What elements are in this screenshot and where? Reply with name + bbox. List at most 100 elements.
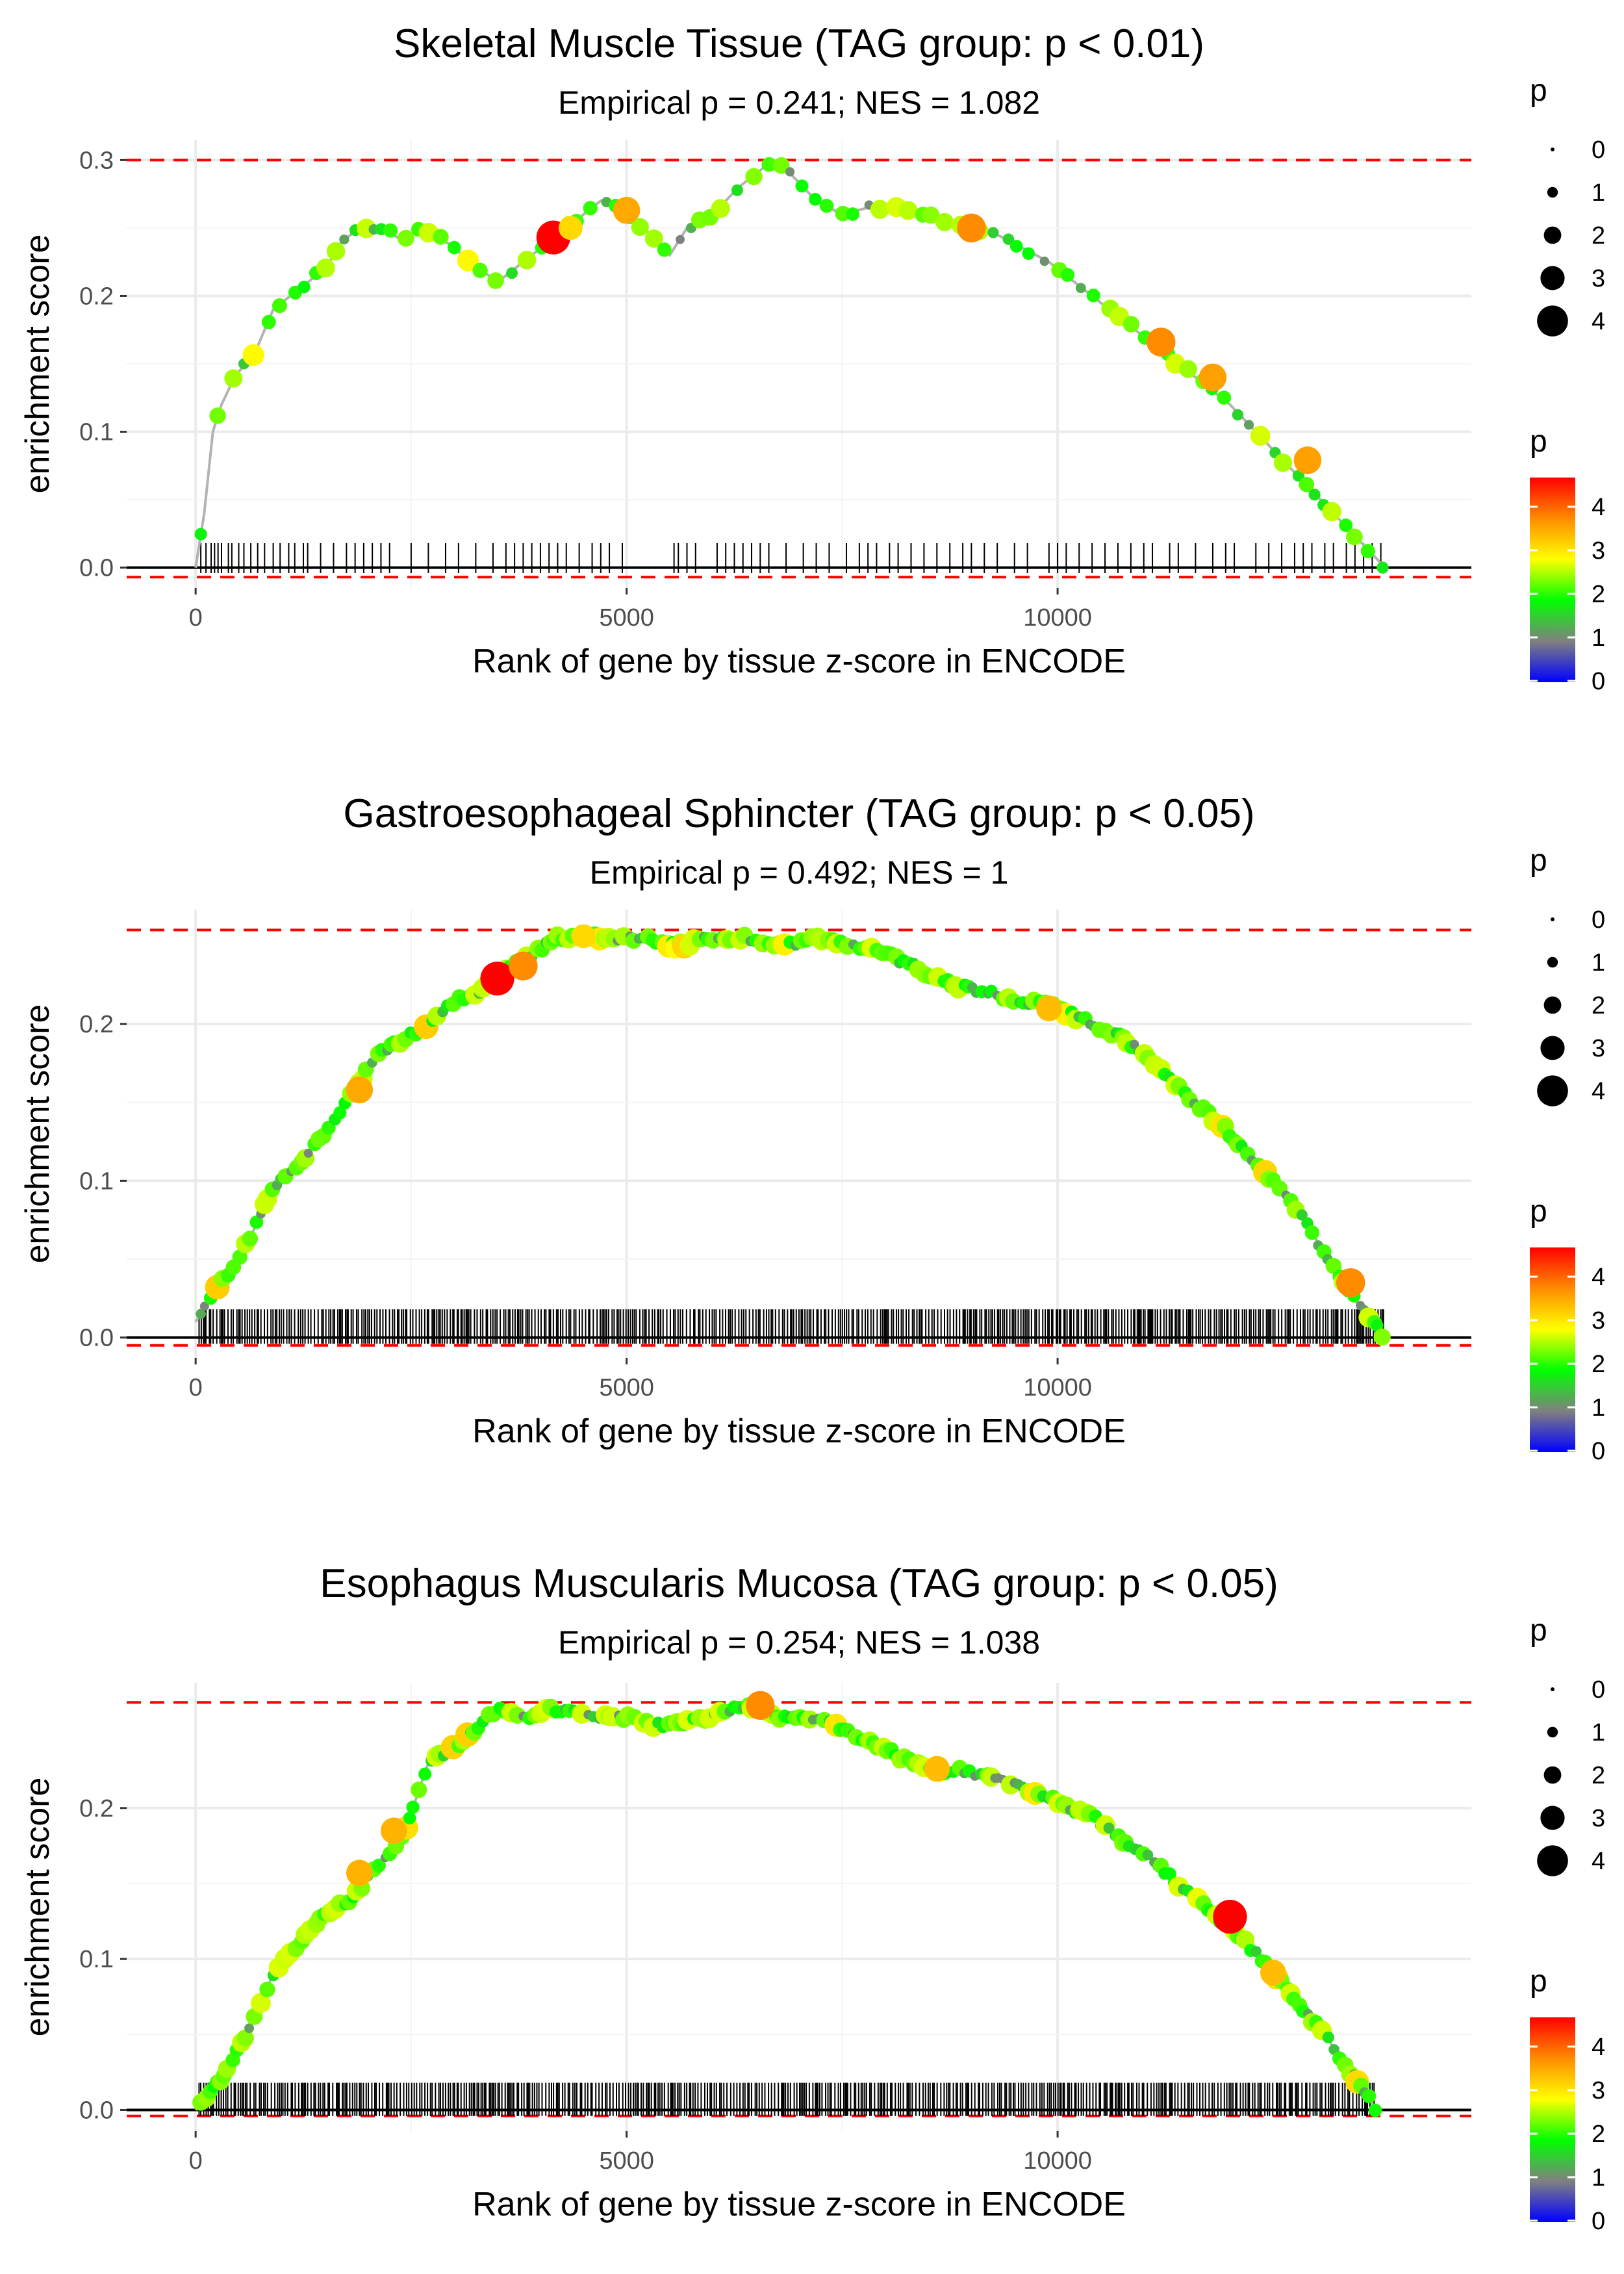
gene-point xyxy=(935,212,954,231)
highlight-point xyxy=(746,1691,775,1720)
gene-point xyxy=(1244,420,1254,430)
gene-point xyxy=(795,179,809,193)
color-legend-label: 3 xyxy=(1592,1307,1605,1335)
size-legend-label: 1 xyxy=(1592,1719,1605,1746)
gene-point xyxy=(773,157,790,174)
gene-point xyxy=(1022,247,1035,260)
color-legend-bar xyxy=(1530,1247,1575,1452)
color-legend-label: 4 xyxy=(1592,1264,1605,1291)
x-tick-label: 5000 xyxy=(599,2147,654,2175)
highlight-point xyxy=(346,1859,373,1887)
x-tick-label: 5000 xyxy=(599,1374,654,1401)
color-legend-label: 2 xyxy=(1592,581,1605,608)
gene-point xyxy=(1217,390,1232,405)
gene-point xyxy=(242,344,264,366)
size-legend-label: 3 xyxy=(1592,1805,1605,1832)
color-legend-bar xyxy=(1530,2017,1575,2222)
size-legend-dot xyxy=(1547,186,1558,198)
gene-point xyxy=(236,2029,254,2047)
gene-point xyxy=(298,281,311,294)
y-axis-label: enrichment score xyxy=(19,235,57,494)
gene-point xyxy=(1373,1328,1391,1346)
gene-point xyxy=(835,205,851,222)
color-legend-label: 0 xyxy=(1592,1438,1605,1465)
gene-point xyxy=(251,1993,271,2013)
gene-point xyxy=(333,1106,347,1119)
size-legend-dot xyxy=(1540,266,1565,290)
gene-point xyxy=(1368,2103,1382,2117)
y-tick-label: 0.1 xyxy=(79,1946,114,1973)
gene-point xyxy=(196,1309,206,1320)
color-legend-label: 0 xyxy=(1592,668,1605,695)
x-tick-label: 10000 xyxy=(1023,604,1092,632)
color-legend-label: 1 xyxy=(1592,1394,1605,1422)
x-axis-label: Rank of gene by tissue z-score in ENCODE xyxy=(472,2186,1126,2223)
chart-title: Esophagus Muscularis Mucosa (TAG group: … xyxy=(320,1561,1278,1606)
gene-point xyxy=(244,2023,255,2034)
gene-point xyxy=(517,250,537,270)
size-legend-label: 4 xyxy=(1592,1078,1605,1105)
gene-point xyxy=(1002,233,1015,245)
size-legend-label: 0 xyxy=(1592,1676,1605,1704)
size-legend-dot xyxy=(1537,1845,1568,1876)
gene-point xyxy=(1273,454,1293,472)
gene-point xyxy=(1377,561,1389,574)
gene-point xyxy=(209,407,226,424)
gene-point xyxy=(819,198,834,213)
gene-point xyxy=(1339,518,1353,532)
color-legend-label: 3 xyxy=(1592,2077,1605,2104)
x-axis-label: Rank of gene by tissue z-score in ENCODE xyxy=(472,1412,1126,1450)
gene-point xyxy=(1142,1849,1154,1861)
gene-point xyxy=(433,229,449,245)
gene-point xyxy=(1123,316,1140,333)
size-legend-label: 0 xyxy=(1592,136,1605,164)
color-legend-label: 3 xyxy=(1592,537,1605,565)
gene-point xyxy=(1075,283,1086,294)
gene-point xyxy=(447,240,461,255)
gene-point xyxy=(631,218,649,236)
gene-point xyxy=(870,199,890,219)
gene-point xyxy=(1179,360,1197,378)
gene-point xyxy=(1322,2031,1334,2043)
size-legend-dot xyxy=(1540,1806,1565,1830)
x-tick-label: 5000 xyxy=(599,604,654,632)
color-legend-label: 1 xyxy=(1592,2164,1605,2191)
color-legend-label: 4 xyxy=(1592,494,1605,521)
gene-point xyxy=(1232,409,1244,421)
size-legend-label: 4 xyxy=(1592,1848,1605,1875)
size-legend-label: 2 xyxy=(1592,1762,1605,1789)
gene-point xyxy=(1103,1822,1115,1833)
highlight-point xyxy=(924,1756,950,1782)
size-legend-label: 1 xyxy=(1592,179,1605,207)
highlight-point xyxy=(571,924,596,949)
gene-point xyxy=(383,223,398,238)
highlight-point xyxy=(480,962,514,996)
gene-point xyxy=(418,1767,432,1781)
color-legend-label: 4 xyxy=(1592,2034,1605,2061)
x-tick-label: 0 xyxy=(189,1374,203,1401)
size-legend-title: p xyxy=(1530,73,1547,108)
color-legend-label: 0 xyxy=(1592,2208,1605,2235)
highlight-point xyxy=(346,1076,374,1104)
gene-point xyxy=(809,192,822,206)
color-legend-title: p xyxy=(1530,424,1547,459)
highlight-point xyxy=(1147,327,1176,357)
size-legend-dot xyxy=(1543,1766,1562,1784)
size-legend-dot xyxy=(1547,1726,1558,1738)
size-legend-dot xyxy=(1543,996,1562,1014)
size-legend-label: 0 xyxy=(1592,906,1605,934)
color-legend-label: 2 xyxy=(1592,1351,1605,1378)
gene-point xyxy=(472,262,488,279)
highlight-point xyxy=(1213,1900,1247,1934)
gene-point xyxy=(487,272,504,289)
gene-point xyxy=(676,235,685,244)
highlight-point xyxy=(558,216,583,240)
gene-point xyxy=(1296,1209,1308,1221)
gene-point xyxy=(272,298,287,313)
highlight-point xyxy=(613,196,641,224)
x-tick-label: 0 xyxy=(189,604,203,632)
gene-point xyxy=(1362,2089,1377,2104)
size-legend-label: 3 xyxy=(1592,265,1605,292)
x-axis-label: Rank of gene by tissue z-score in ENCODE xyxy=(472,643,1126,680)
color-legend-label: 1 xyxy=(1592,624,1605,652)
